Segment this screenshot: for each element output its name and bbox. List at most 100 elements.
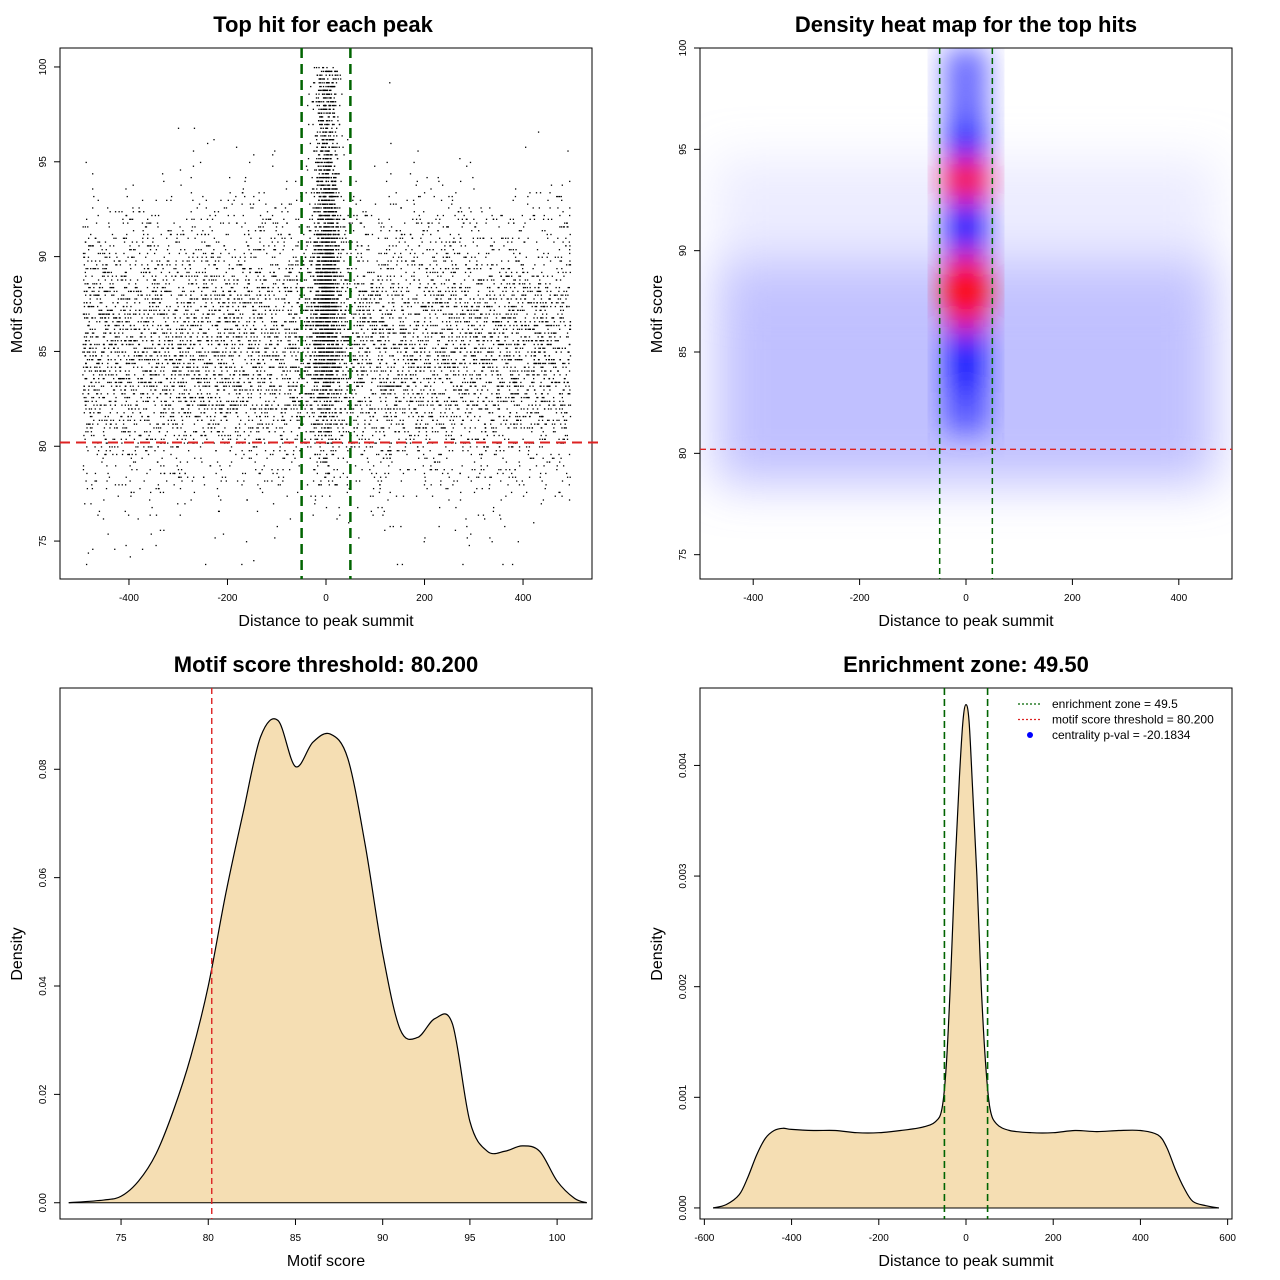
scatter-point xyxy=(250,431,252,433)
scatter-point xyxy=(329,309,331,312)
scatter-point xyxy=(563,389,565,391)
scatter-point xyxy=(122,419,125,421)
scatter-point xyxy=(240,351,242,353)
scatter-point xyxy=(359,309,361,312)
scatter-point xyxy=(537,336,539,338)
scatter-point xyxy=(505,469,507,471)
scatter-point xyxy=(200,404,203,406)
scatter-point xyxy=(173,366,175,368)
scatter-point xyxy=(200,218,202,220)
scatter-point xyxy=(98,381,100,384)
scatter-point xyxy=(432,332,434,334)
scatter-point xyxy=(392,317,394,319)
scatter-point xyxy=(342,370,344,372)
scatter-point xyxy=(138,343,140,346)
scatter-point xyxy=(88,321,90,323)
scatter-point xyxy=(534,389,536,391)
scatter-point xyxy=(443,328,445,330)
scatter-point xyxy=(346,340,348,342)
scatter-point xyxy=(364,298,367,300)
scatter-point xyxy=(125,321,127,323)
scatter-point xyxy=(445,347,447,349)
scatter-point xyxy=(275,305,277,308)
scatter-point xyxy=(290,203,292,205)
scatter-point xyxy=(118,366,121,368)
scatter-point xyxy=(415,412,417,414)
scatter-point xyxy=(382,514,384,516)
scatter-point xyxy=(566,332,569,334)
scatter-point xyxy=(284,207,287,209)
scatter-point xyxy=(368,305,371,308)
scatter-point xyxy=(415,222,418,224)
scatter-point xyxy=(387,374,389,376)
scatter-point xyxy=(371,324,373,327)
scatter-point xyxy=(123,241,126,243)
scatter-point xyxy=(255,366,257,368)
scatter-point xyxy=(389,450,391,452)
scatter-point xyxy=(210,431,213,433)
scatter-point xyxy=(312,377,315,380)
scatter-point xyxy=(558,347,560,349)
scatter-point xyxy=(503,245,505,247)
scatter-point xyxy=(326,457,328,459)
scatter-point xyxy=(520,400,523,403)
scatter-point xyxy=(386,279,388,281)
scatter-point xyxy=(205,283,207,285)
scatter-point xyxy=(149,305,151,308)
scatter-point xyxy=(189,328,191,330)
scatter-point xyxy=(372,283,374,285)
scatter-point xyxy=(221,377,223,380)
scatter-point xyxy=(303,377,305,380)
scatter-point xyxy=(473,362,475,365)
scatter-point xyxy=(180,336,182,338)
scatter-point xyxy=(97,241,99,243)
scatter-point xyxy=(412,218,414,220)
scatter-point xyxy=(352,317,355,319)
scatter-point xyxy=(228,393,230,395)
scatter-point xyxy=(157,264,160,266)
scatter-point xyxy=(558,381,561,384)
scatter-point xyxy=(545,374,547,376)
scatter-point xyxy=(238,264,240,266)
scatter-point xyxy=(537,396,539,399)
scatter-point xyxy=(103,499,105,501)
scatter-point xyxy=(383,381,385,384)
scatter-point xyxy=(208,264,210,266)
scatter-point xyxy=(514,476,517,478)
scatter-point xyxy=(536,374,539,376)
scatter-point xyxy=(500,214,502,217)
scatter-point xyxy=(369,404,371,406)
scatter-point xyxy=(424,347,426,349)
scatter-point xyxy=(257,249,259,251)
scatter-point xyxy=(193,343,195,346)
scatter-point xyxy=(307,351,309,353)
scatter-point xyxy=(470,480,472,482)
scatter-point xyxy=(518,461,520,463)
scatter-point xyxy=(127,431,129,433)
scatter-point xyxy=(305,241,308,243)
scatter-point xyxy=(416,393,418,395)
scatter-point xyxy=(487,446,489,448)
scatter-point xyxy=(376,294,379,296)
scatter-point xyxy=(153,279,155,281)
scatter-point xyxy=(286,328,288,330)
scatter-point xyxy=(257,377,259,380)
scatter-point xyxy=(467,450,469,452)
scatter-point xyxy=(218,275,220,277)
scatter-point xyxy=(407,264,409,266)
scatter-point xyxy=(489,245,492,247)
scatter-point xyxy=(82,252,85,255)
scatter-point xyxy=(533,324,536,327)
scatter-point xyxy=(365,211,367,213)
scatter-point xyxy=(291,305,293,308)
scatter-point xyxy=(347,355,350,357)
scatter-point xyxy=(82,465,85,467)
scatter-point xyxy=(138,359,140,361)
scatter-point xyxy=(188,279,190,281)
scatter-point xyxy=(535,393,537,395)
scatter-point xyxy=(440,305,442,308)
scatter-panel: Top hit for each peak -400 -200 0 200 400 75… xyxy=(9,12,600,630)
scatter-point xyxy=(160,370,162,372)
scatter-point xyxy=(178,336,180,338)
scatter-point xyxy=(94,351,96,353)
